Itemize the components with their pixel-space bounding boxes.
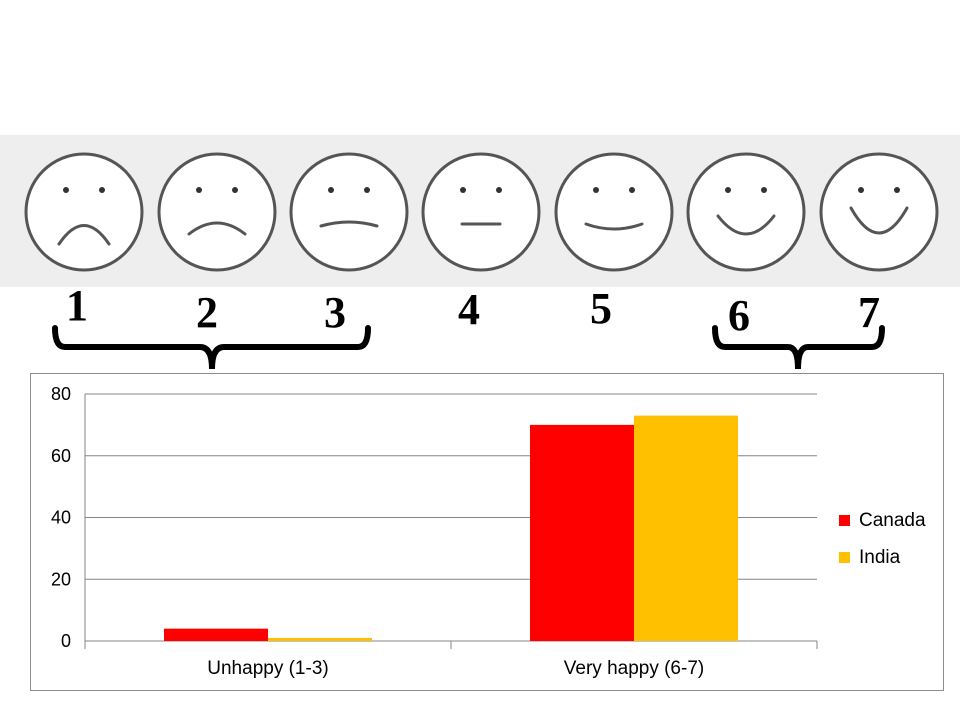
bracket-very-happy	[712, 325, 885, 370]
legend-label-india: India	[859, 547, 901, 568]
bar-india-0	[268, 637, 372, 641]
legend-swatch-india	[839, 552, 850, 563]
y-tick-label: 0	[61, 631, 71, 651]
very-sad-face-icon	[24, 152, 144, 272]
x-category-label: Unhappy (1-3)	[207, 658, 328, 679]
chart-frame: 0 20 40 60 80 Unhappy (1-3) Very happy (6-7) C…	[30, 373, 944, 691]
y-tick-label: 40	[51, 508, 71, 528]
legend-label-canada: Canada	[859, 510, 926, 531]
x-category-label: Very happy (6-7)	[564, 658, 704, 679]
slightly-happy-face-icon	[554, 152, 674, 272]
scale-number-1: 1	[66, 281, 88, 330]
scale-number-5: 5	[590, 284, 612, 333]
y-tick-label: 20	[51, 569, 71, 589]
scale-number-7: 7	[858, 288, 880, 337]
bar-india-1	[634, 415, 738, 641]
happy-face-icon	[686, 152, 806, 272]
scale-number-2: 2	[196, 288, 218, 337]
bracket-unhappy	[52, 325, 371, 370]
y-tick-label: 60	[51, 446, 71, 466]
sad-face-icon	[157, 152, 277, 272]
grouping-brackets	[52, 325, 885, 370]
neutral-face-icon	[421, 152, 541, 272]
faces-scale	[24, 152, 939, 272]
scale-number-6: 6	[728, 291, 750, 340]
bar-chart: 0 20 40 60 80 Unhappy (1-3) Very happy (6-7)	[51, 384, 818, 679]
scale-number-3: 3	[324, 288, 346, 337]
very-happy-face-icon	[819, 152, 939, 272]
legend-swatch-canada	[839, 515, 850, 526]
scale-number-4: 4	[458, 285, 480, 334]
y-tick-label: 80	[51, 384, 71, 404]
bar-canada-0	[164, 628, 268, 641]
slightly-sad-face-icon	[289, 152, 409, 272]
bar-canada-1	[530, 424, 634, 641]
